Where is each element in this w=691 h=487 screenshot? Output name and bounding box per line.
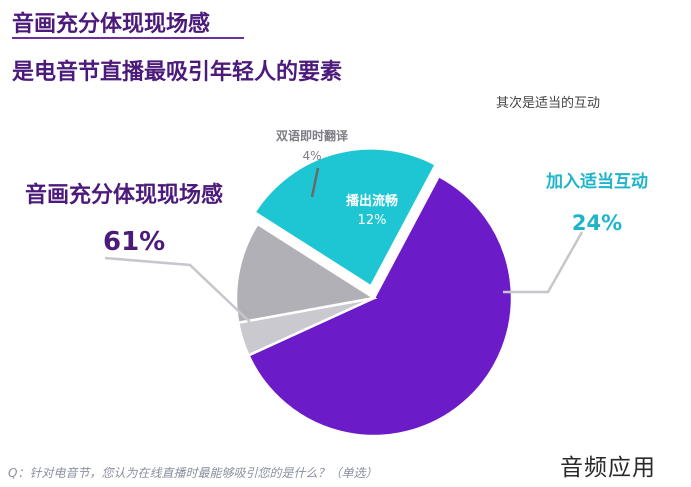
title-line-1: 音画充分体现现场感 (12, 12, 211, 37)
watermark: 音频应用 (560, 455, 656, 481)
title-line-2: 是电音节直播最吸引年轻人的要素 (12, 60, 343, 85)
label-bilingual-translation: 双语即时翻译 (276, 128, 349, 143)
slice-interaction (252, 147, 438, 289)
leader-line-interaction (503, 231, 584, 294)
value-bilingual-translation: 4% (302, 149, 321, 163)
label-sound-picture: 音画充分体现现场感 (25, 182, 223, 208)
slice-smooth-broadcast (234, 222, 378, 325)
value-smooth-broadcast: 12% (358, 213, 387, 228)
chart-subtitle: 其次是适当的互动 (496, 96, 601, 111)
leader-line-sound-picture (104, 256, 251, 323)
value-sound-picture: 61% (103, 227, 165, 257)
leader-line-bilingual-translation (310, 167, 320, 198)
label-interaction: 加入适当互动 (545, 171, 648, 192)
title-underline (12, 37, 244, 39)
survey-question: Q：针对电音节，您认为在线直播时最能够吸引您的是什么？（单选） (8, 466, 378, 480)
slice-sound-picture (246, 174, 514, 438)
label-smooth-broadcast: 播出流畅 (346, 193, 398, 209)
value-interaction: 24% (572, 211, 622, 235)
